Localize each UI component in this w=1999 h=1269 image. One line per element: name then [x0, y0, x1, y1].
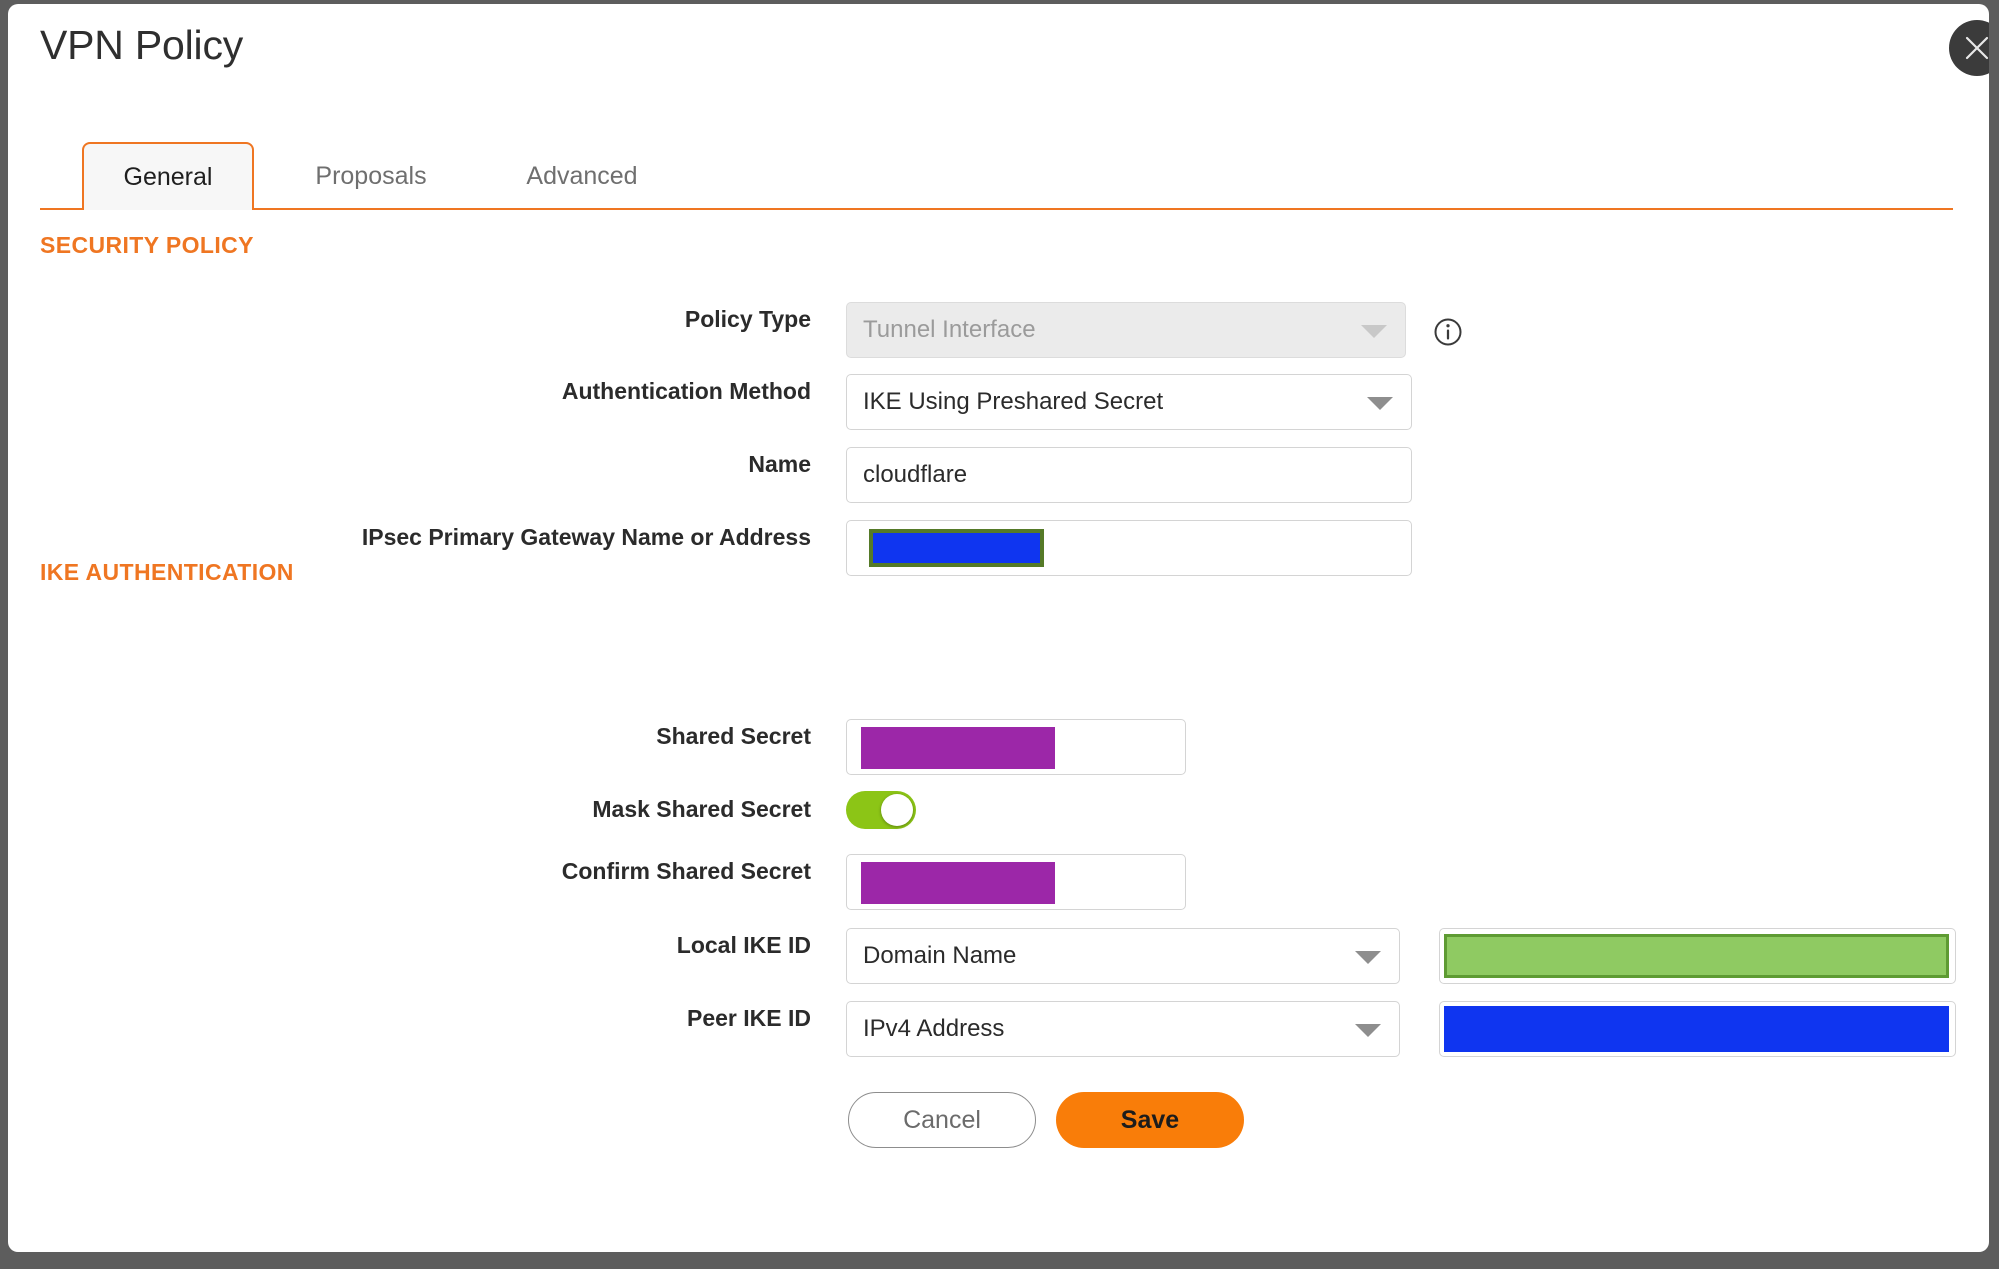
peer-ike-id-select[interactable]: IPv4 Address: [846, 1001, 1400, 1057]
local-ike-id-select[interactable]: Domain Name: [846, 928, 1400, 984]
tab-bar: General Proposals Advanced: [8, 142, 1989, 210]
tab-advanced[interactable]: Advanced: [526, 161, 638, 190]
label-policy-type: Policy Type: [684, 306, 811, 332]
redaction-block: [869, 529, 1044, 567]
tab-proposals[interactable]: Proposals: [315, 161, 427, 190]
policy-type-select[interactable]: Tunnel Interface: [846, 302, 1406, 358]
confirm-shared-secret-input[interactable]: [846, 854, 1186, 910]
redaction-block: [1444, 1006, 1949, 1052]
label-mask-shared-secret: Mask Shared Secret: [592, 796, 811, 822]
section-header-security-policy: SECURITY POLICY: [40, 232, 254, 258]
authentication-method-value: IKE Using Preshared Secret: [863, 388, 1164, 415]
ipsec-primary-gateway-input[interactable]: [846, 520, 1412, 576]
toggle-knob: [881, 794, 913, 826]
label-peer-ike-id: Peer IKE ID: [687, 1005, 811, 1031]
name-value: cloudflare: [863, 461, 968, 488]
label-shared-secret: Shared Secret: [656, 723, 811, 749]
label-authentication-method: Authentication Method: [561, 378, 811, 404]
label-name: Name: [748, 451, 811, 477]
chevron-down-icon: [1355, 951, 1381, 964]
mask-shared-secret-toggle[interactable]: [846, 791, 916, 829]
policy-type-value: Tunnel Interface: [863, 316, 1036, 343]
redaction-block: [861, 862, 1055, 904]
tab-general[interactable]: General: [82, 142, 254, 210]
redaction-block: [861, 727, 1055, 769]
section-header-ike-authentication: IKE AUTHENTICATION: [40, 559, 294, 585]
save-button[interactable]: Save: [1056, 1092, 1244, 1148]
local-ike-id-value: Domain Name: [863, 942, 1017, 969]
local-ike-id-value-input[interactable]: [1439, 928, 1956, 984]
close-x-glyph: [1965, 36, 1989, 60]
peer-ike-id-value-input[interactable]: [1439, 1001, 1956, 1057]
info-icon[interactable]: [1433, 317, 1463, 347]
authentication-method-select[interactable]: IKE Using Preshared Secret: [846, 374, 1412, 430]
label-local-ike-id: Local IKE ID: [676, 932, 811, 958]
redaction-block: [1444, 934, 1949, 978]
chevron-down-icon: [1355, 1024, 1381, 1037]
name-input[interactable]: cloudflare: [846, 447, 1412, 503]
peer-ike-id-value: IPv4 Address: [863, 1015, 1005, 1042]
label-ipsec-primary-gateway: IPsec Primary Gateway Name or Address: [361, 524, 811, 550]
page-title: VPN Policy: [40, 22, 244, 68]
vpn-policy-dialog: VPN Policy General Proposals Advanced SE…: [8, 4, 1989, 1252]
close-icon[interactable]: [1949, 20, 1989, 76]
label-confirm-shared-secret: Confirm Shared Secret: [561, 858, 811, 884]
chevron-down-icon: [1367, 397, 1393, 410]
tab-underline: [40, 208, 1953, 210]
chevron-down-icon: [1361, 325, 1387, 338]
shared-secret-input[interactable]: [846, 719, 1186, 775]
cancel-button[interactable]: Cancel: [848, 1092, 1036, 1148]
